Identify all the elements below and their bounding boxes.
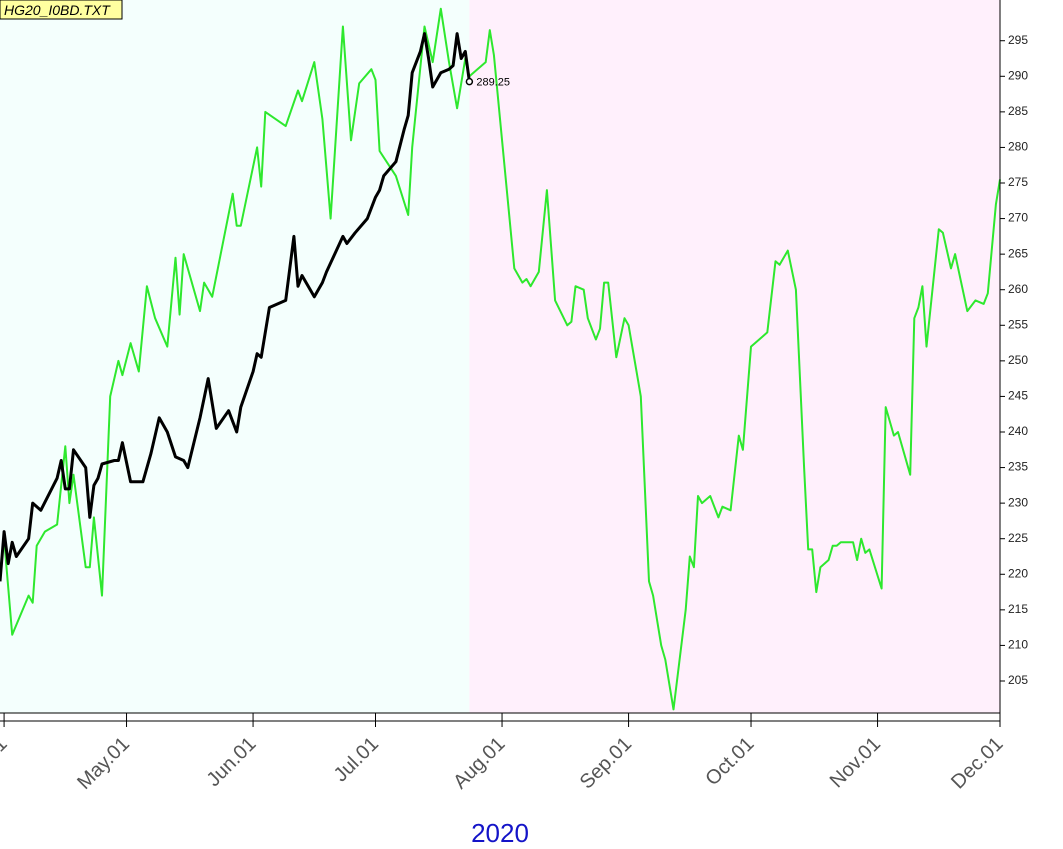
y-tick-label: 255 <box>1008 317 1028 331</box>
chart-title: HG20_I0BD.TXT <box>4 2 111 18</box>
y-tick-label: 220 <box>1008 566 1028 580</box>
x-tick-label: Jul.01 <box>330 733 383 786</box>
y-tick-label: 225 <box>1008 531 1028 545</box>
x-tick-label: Dec.01 <box>947 733 1007 793</box>
y-tick-label: 295 <box>1008 33 1028 47</box>
last-value-marker <box>465 77 474 86</box>
y-tick-label: 240 <box>1008 424 1028 438</box>
y-tick-label: 230 <box>1008 495 1028 509</box>
x-tick-label: Sep.01 <box>576 733 636 793</box>
plot-area <box>0 7 1001 711</box>
shaded-region <box>469 0 1000 713</box>
x-tick-label: Aug.01 <box>449 733 509 793</box>
x-axis-label: 2020 <box>471 818 529 848</box>
y-tick-label: 290 <box>1008 68 1028 82</box>
y-tick-label: 265 <box>1008 246 1028 260</box>
background <box>0 0 1000 713</box>
y-tick-label: 235 <box>1008 460 1028 474</box>
y-tick-label: 245 <box>1008 389 1028 403</box>
y-tick-label: 280 <box>1008 140 1028 154</box>
shaded-region <box>0 0 470 713</box>
x-tick-label: Nov.01 <box>826 733 885 792</box>
y-tick-label: 270 <box>1008 211 1028 225</box>
y-tick-label: 275 <box>1008 175 1028 189</box>
title-box <box>0 0 123 20</box>
x-tick-label: Jun.01 <box>203 733 261 791</box>
y-tick-label: 210 <box>1008 638 1028 652</box>
series-line <box>0 32 471 582</box>
last-value-label: 289.25 <box>476 77 510 89</box>
series-line <box>3 7 1001 711</box>
x-tick-label: Oct.01 <box>701 733 758 790</box>
x-tick-label: Apr.01 <box>0 733 12 789</box>
y-tick-label: 205 <box>1008 673 1028 687</box>
y-tick-label: 285 <box>1008 104 1028 118</box>
y-tick-label: 250 <box>1008 353 1028 367</box>
x-tick-label: May.01 <box>73 733 134 794</box>
y-tick-label: 215 <box>1008 602 1028 616</box>
x-axis-strip <box>0 713 1000 721</box>
y-tick-label: 260 <box>1008 282 1028 296</box>
